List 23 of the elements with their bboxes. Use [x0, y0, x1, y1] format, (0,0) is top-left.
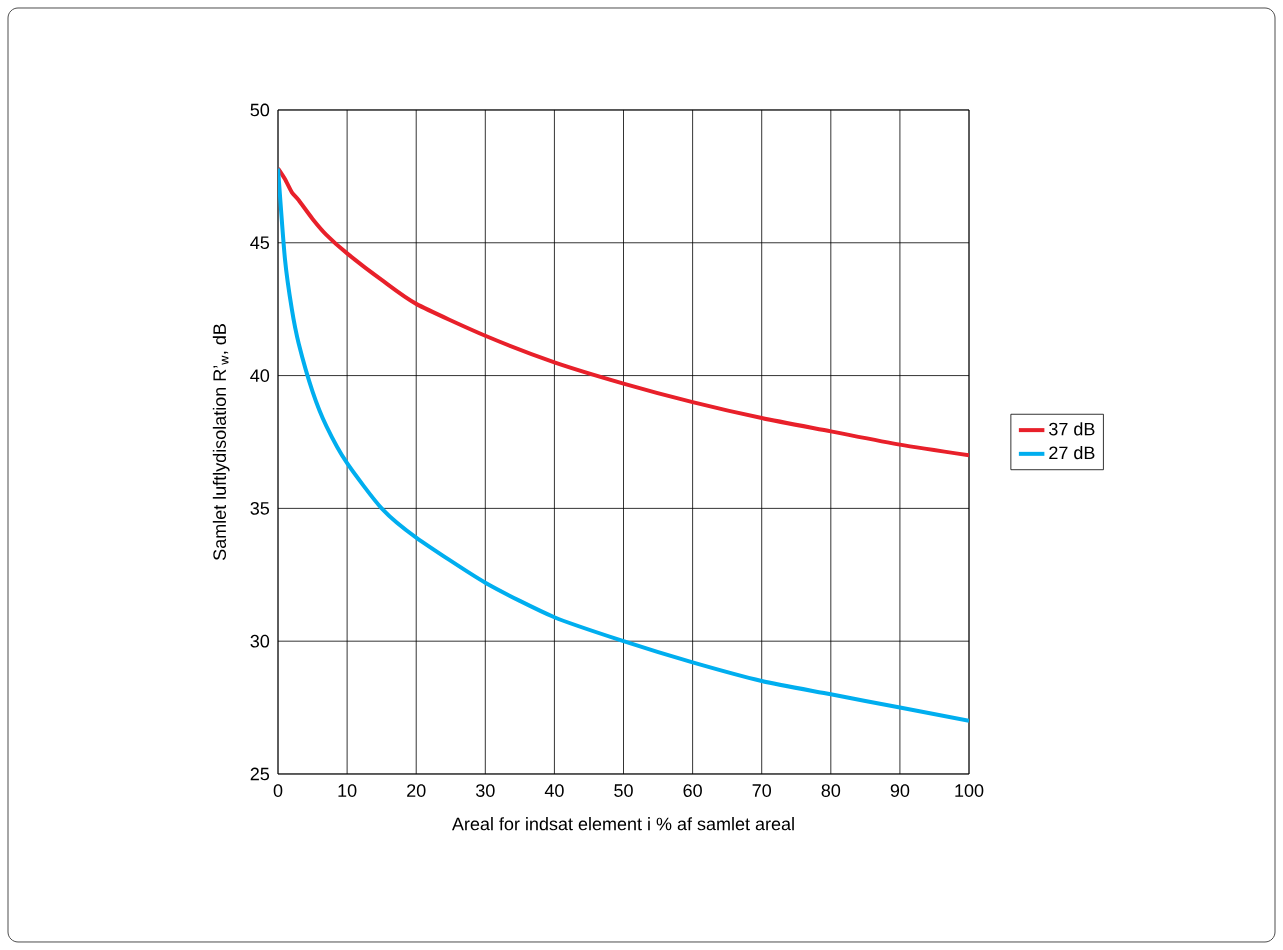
x-tick-label: 60 [683, 784, 702, 797]
x-tick-label: 100 [955, 784, 984, 797]
x-tick-label: 40 [544, 784, 564, 797]
x-tick-label: 80 [821, 784, 841, 797]
y-tick-label: 45 [250, 236, 270, 250]
x-tick-label: 0 [273, 784, 283, 797]
x-tick-label: 10 [338, 784, 357, 797]
y-tick-label: 50 [250, 103, 270, 117]
y-tick-label: 25 [250, 767, 270, 781]
x-tick-label: 50 [614, 784, 633, 797]
line-series [278, 166, 970, 723]
x-tick-label: 30 [475, 784, 495, 797]
x-tick-label: 70 [752, 784, 772, 797]
y-axis-title: Samlet luftlydisolation R’$_{w}$, dB [212, 324, 230, 561]
y-tick-label: 40 [250, 369, 270, 382]
x-tick-label: 20 [407, 784, 426, 797]
x-tick-label: 90 [890, 784, 910, 797]
legend-label: 37 dB [1049, 422, 1095, 436]
x-axis-title: Areal for indsat element i % af samlet areal [451, 817, 794, 831]
line-series [278, 166, 970, 458]
y-tick-label: 30 [250, 634, 270, 648]
legend-label: 27 dB [1049, 445, 1095, 460]
y-tick-label: 35 [250, 502, 270, 515]
